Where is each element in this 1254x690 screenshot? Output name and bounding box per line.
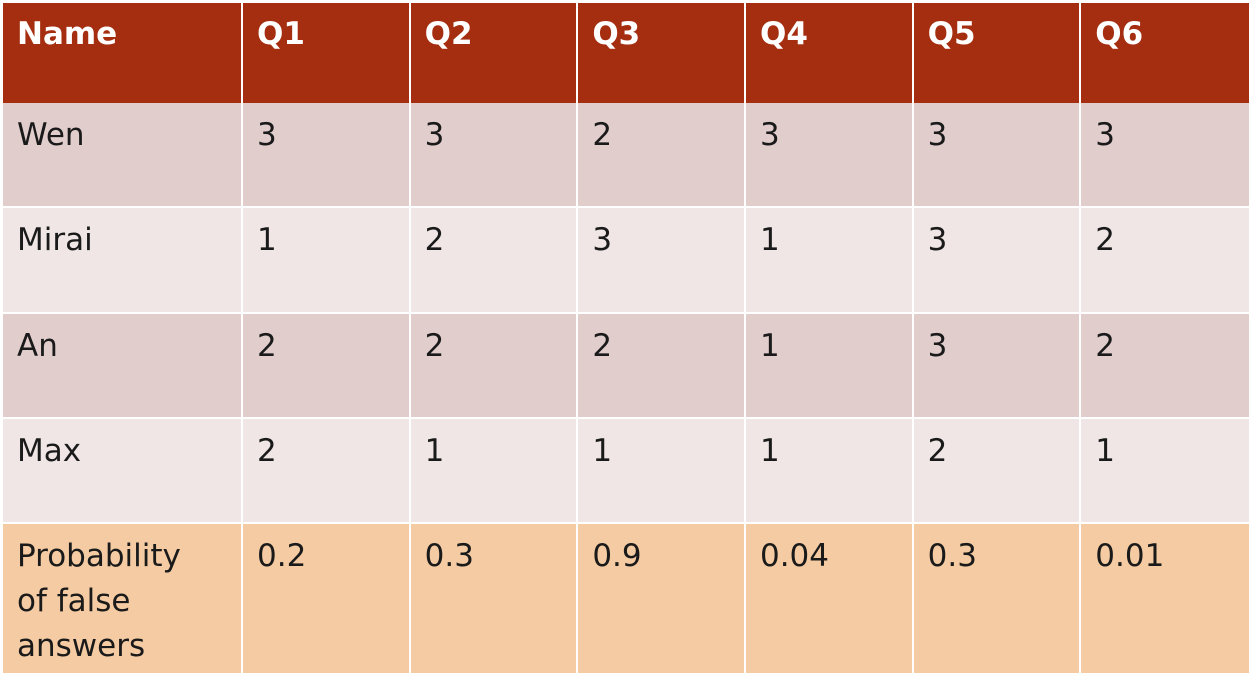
score-cell: 3 xyxy=(1081,103,1249,209)
row-name-cell: An xyxy=(3,313,243,420)
score-cell: 1 xyxy=(243,208,411,314)
score-cell: 2 xyxy=(243,419,411,525)
probability-label-cell: Probability of false answers xyxy=(3,524,243,673)
score-cell: 3 xyxy=(578,208,746,314)
score-cell: 3 xyxy=(410,103,579,209)
score-cell: 3 xyxy=(745,103,914,209)
score-cell: 2 xyxy=(243,313,411,420)
probability-label-line: answers xyxy=(17,628,146,665)
score-cell: 1 xyxy=(745,419,914,525)
header-cell-q5: Q5 xyxy=(913,3,1082,103)
score-cell: 2 xyxy=(410,313,579,420)
row-name-cell: Max xyxy=(3,419,243,525)
table-row: Max 2 1 1 1 2 1 xyxy=(3,419,1249,525)
row-name-cell: Wen xyxy=(3,103,243,209)
header-cell-q4: Q4 xyxy=(745,3,914,103)
score-cell: 3 xyxy=(913,313,1082,420)
score-cell: 2 xyxy=(410,208,579,314)
table-row: An 2 2 2 1 3 2 xyxy=(3,313,1249,420)
header-cell-name: Name xyxy=(3,3,243,103)
probability-cell: 0.9 xyxy=(578,524,746,673)
probability-label-line: of false xyxy=(17,583,131,620)
header-cell-q2: Q2 xyxy=(410,3,579,103)
probability-cell: 0.3 xyxy=(913,524,1082,673)
score-cell: 1 xyxy=(410,419,579,525)
score-cell: 2 xyxy=(1081,208,1249,314)
probability-cell: 0.01 xyxy=(1081,524,1249,673)
score-cell: 3 xyxy=(913,103,1082,209)
score-cell: 2 xyxy=(578,313,746,420)
table-row: Mirai 1 2 3 1 3 2 xyxy=(3,208,1249,314)
probability-row: Probability of false answers 0.2 0.3 0.9… xyxy=(3,524,1249,673)
header-cell-q1: Q1 xyxy=(243,3,411,103)
score-cell: 2 xyxy=(1081,313,1249,420)
score-cell: 3 xyxy=(913,208,1082,314)
probability-cell: 0.3 xyxy=(410,524,579,673)
header-cell-q6: Q6 xyxy=(1081,3,1249,103)
row-name-cell: Mirai xyxy=(3,208,243,314)
score-cell: 3 xyxy=(243,103,411,209)
table-wrapper: Name Q1 Q2 Q3 Q4 Q5 Q6 Wen 3 3 2 3 3 3 M… xyxy=(3,3,1249,673)
answers-table: Name Q1 Q2 Q3 Q4 Q5 Q6 Wen 3 3 2 3 3 3 M… xyxy=(3,3,1249,673)
table-row: Wen 3 3 2 3 3 3 xyxy=(3,103,1249,209)
score-cell: 2 xyxy=(578,103,746,209)
header-cell-q3: Q3 xyxy=(578,3,746,103)
score-cell: 1 xyxy=(578,419,746,525)
score-cell: 1 xyxy=(745,313,914,420)
probability-cell: 0.2 xyxy=(243,524,411,673)
score-cell: 2 xyxy=(913,419,1082,525)
probability-label-line: Probability xyxy=(17,538,181,575)
score-cell: 1 xyxy=(745,208,914,314)
score-cell: 1 xyxy=(1081,419,1249,525)
probability-cell: 0.04 xyxy=(745,524,914,673)
header-row: Name Q1 Q2 Q3 Q4 Q5 Q6 xyxy=(3,3,1249,103)
